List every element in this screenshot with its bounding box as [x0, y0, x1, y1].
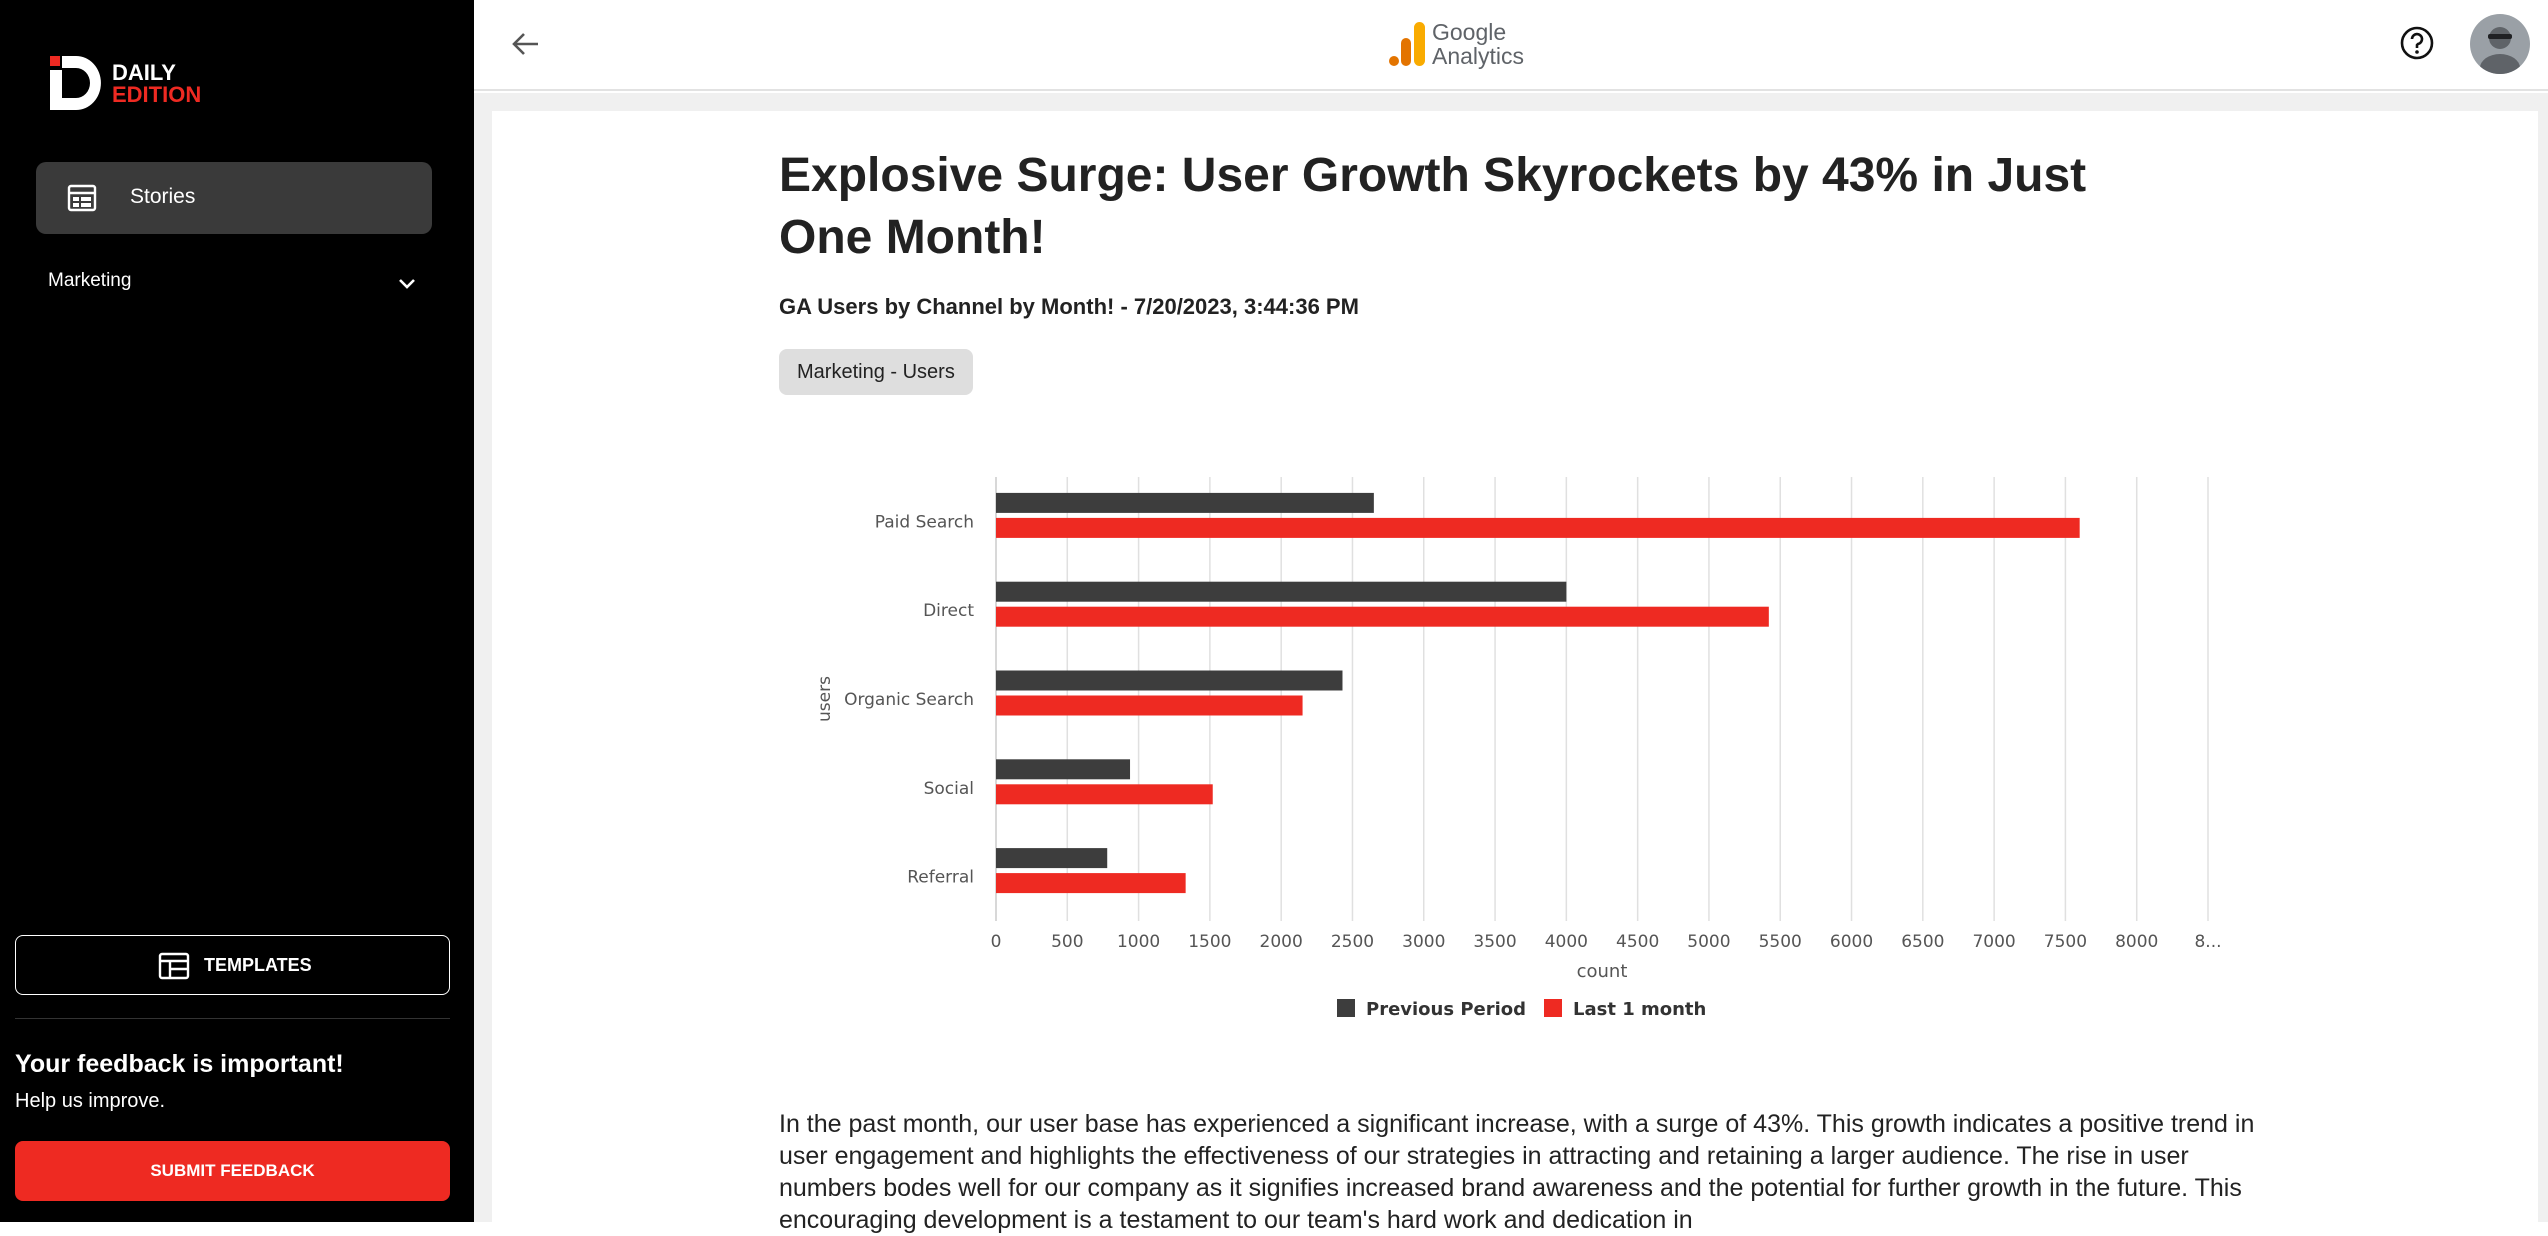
- bar-current: [996, 695, 1303, 716]
- x-tick-label: 2500: [1331, 932, 1374, 952]
- story-tag[interactable]: Marketing - Users: [779, 349, 973, 395]
- x-tick-label: 6500: [1901, 932, 1944, 952]
- story-subtitle: GA Users by Channel by Month! - 7/20/202…: [779, 294, 1359, 319]
- x-tick-label: 2000: [1260, 932, 1303, 952]
- x-tick-label: 500: [1051, 932, 1083, 952]
- legend-swatch: [1337, 999, 1355, 1017]
- x-tick-label: 8000: [2115, 932, 2158, 952]
- help-icon[interactable]: [2398, 24, 2436, 62]
- x-tick-label: 1000: [1117, 932, 1160, 952]
- x-tick-label: 4500: [1616, 932, 1659, 952]
- bar-previous: [996, 670, 1343, 691]
- sidebar-item-marketing[interactable]: Marketing: [48, 262, 418, 302]
- legend-label: Last 1 month: [1573, 999, 1706, 1020]
- bar-current: [996, 606, 1769, 627]
- bar-previous: [996, 759, 1131, 780]
- bar-current: [996, 873, 1186, 894]
- y-category-label: Organic Search: [844, 690, 974, 710]
- brand-line-2: EDITION: [112, 82, 202, 107]
- brand-text: DAILY EDITION: [112, 62, 201, 106]
- daily-edition-logo-icon: [50, 56, 101, 110]
- x-tick-label: 6000: [1830, 932, 1873, 952]
- back-arrow-icon[interactable]: [508, 26, 544, 62]
- logo-line-2: Analytics: [1432, 43, 1525, 69]
- y-category-label: Referral: [907, 868, 974, 888]
- sidebar-item-stories[interactable]: Stories: [36, 162, 432, 234]
- x-tick-label: 0: [991, 932, 1002, 952]
- y-category-label: Social: [924, 779, 974, 799]
- calendar-icon: [67, 184, 97, 212]
- users-by-channel-chart: 0 500 1000 1500 2000 2500 3000 3500 4000 4500 5000…: [815, 477, 2222, 1020]
- x-tick-label: 4000: [1545, 932, 1588, 952]
- bar-current: [996, 784, 1213, 805]
- x-tick-label: 3500: [1473, 932, 1516, 952]
- logo-line-1: Google: [1432, 19, 1507, 45]
- legend-label: Previous Period: [1366, 999, 1526, 1020]
- story-card: [492, 111, 2538, 1222]
- templates-label: TEMPLATES: [204, 955, 312, 975]
- y-category-label: Direct: [923, 601, 974, 621]
- submit-feedback-button[interactable]: SUBMIT FEEDBACK: [15, 1141, 450, 1201]
- chevron-down-icon[interactable]: [396, 272, 418, 294]
- feedback-title: Your feedback is important!: [15, 1050, 344, 1078]
- google-analytics-wordmark: Google Analytics: [1432, 20, 1524, 68]
- x-axis-title: count: [1577, 961, 1628, 982]
- brand-line-1: DAILY: [112, 60, 176, 85]
- sidebar-divider: [15, 1018, 450, 1019]
- avatar[interactable]: [2470, 14, 2530, 74]
- legend-swatch: [1544, 999, 1562, 1017]
- bar-previous: [996, 581, 1567, 602]
- y-category-label: Paid Search: [875, 512, 974, 532]
- y-axis-title: users: [815, 676, 835, 722]
- x-tick-label: 5000: [1687, 932, 1730, 952]
- brand-logo[interactable]: DAILY EDITION: [48, 54, 248, 114]
- sidebar-item-label: Marketing: [48, 270, 132, 291]
- templates-icon: [158, 952, 190, 980]
- story-title: Explosive Surge: User Growth Skyrockets …: [779, 149, 2087, 264]
- templates-button[interactable]: TEMPLATES: [15, 935, 450, 995]
- google-analytics-logo: Google Analytics: [1388, 18, 1548, 72]
- bar-previous: [996, 848, 1108, 869]
- x-tick-label: 7500: [2044, 932, 2087, 952]
- x-tick-label: 8...: [2194, 932, 2221, 952]
- story-body: In the past month, our user base has exp…: [779, 1110, 2255, 1234]
- feedback-subtitle: Help us improve.: [15, 1090, 166, 1112]
- user-avatar-icon: [2480, 27, 2520, 74]
- bar-previous: [996, 492, 1374, 513]
- top-bar: Google Analytics: [474, 0, 2548, 91]
- x-tick-label: 5500: [1759, 932, 1802, 952]
- google-analytics-icon: [1389, 22, 1425, 66]
- x-tick-label: 1500: [1188, 932, 1231, 952]
- x-tick-label: 7000: [1972, 932, 2015, 952]
- x-tick-label: 3000: [1402, 932, 1445, 952]
- bar-current: [996, 517, 2080, 538]
- sidebar: DAILY EDITION Stories Marketing TEMPLATE…: [0, 0, 474, 1222]
- sidebar-item-label: Stories: [130, 185, 196, 208]
